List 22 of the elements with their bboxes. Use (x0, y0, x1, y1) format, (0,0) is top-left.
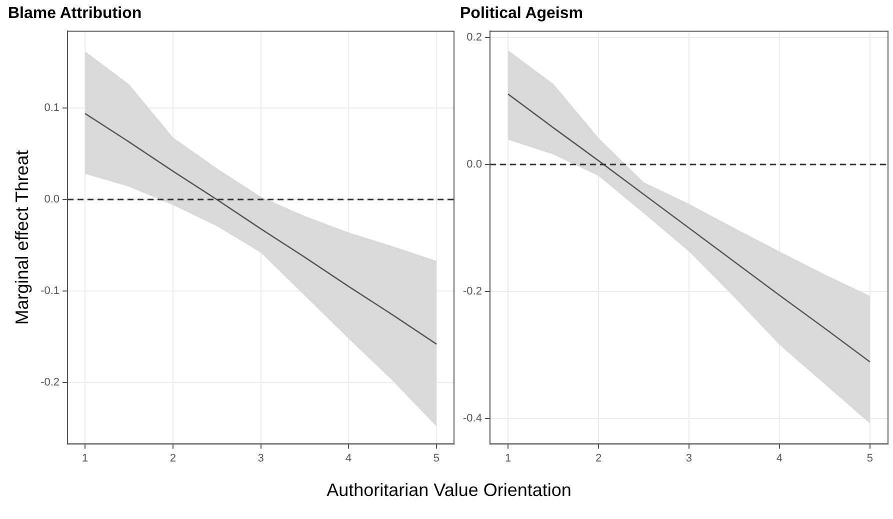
y-tick-label: 0.1 (44, 102, 60, 114)
y-tick-label: -0.4 (462, 412, 482, 424)
y-tick-label: 0.0 (44, 194, 60, 206)
x-tick-label: 4 (776, 452, 783, 464)
chart-title: Blame Attribution (8, 5, 142, 22)
x-tick-label: 3 (686, 452, 692, 464)
x-tick-label: 5 (433, 452, 440, 464)
y-tick-label: -0.2 (40, 376, 60, 389)
x-tick-label: 3 (258, 452, 264, 464)
y-tick-label: 0.2 (466, 32, 482, 44)
x-tick-label: 1 (82, 452, 88, 464)
y-tick-label: -0.1 (40, 285, 60, 298)
x-tick-label: 2 (595, 452, 602, 464)
x-axis-title: Authoritarian Value Orientation (326, 480, 572, 501)
x-tick-label: 2 (170, 452, 176, 464)
x-tick-label: 1 (504, 452, 512, 464)
x-tick-label: 5 (866, 452, 873, 464)
y-axis-title: Marginal effect Threat (12, 150, 32, 325)
y-tick-label: 0.0 (466, 158, 482, 171)
x-tick-label: 4 (346, 452, 352, 464)
chart-title: Political Ageism (460, 5, 583, 22)
y-tick-label: -0.2 (462, 285, 482, 298)
